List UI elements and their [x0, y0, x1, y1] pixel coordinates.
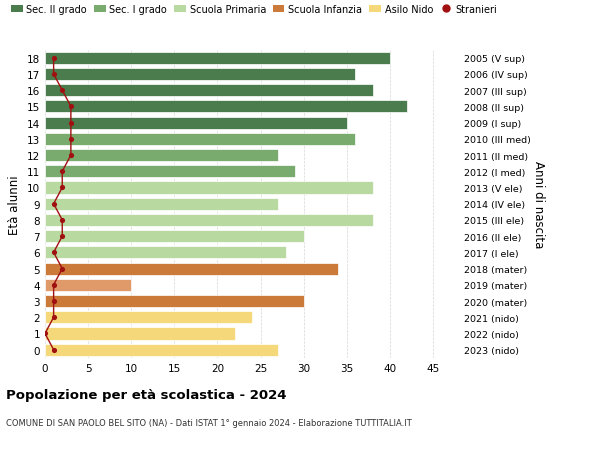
- Point: [49, 314, 58, 321]
- Bar: [45, 247, 286, 259]
- Point: [66, 152, 76, 159]
- Point: [49, 71, 58, 78]
- Y-axis label: Anni di nascita: Anni di nascita: [532, 161, 545, 248]
- Point: [49, 55, 58, 62]
- Bar: [45, 312, 252, 324]
- Bar: [45, 134, 355, 146]
- Bar: [45, 101, 407, 113]
- Bar: [45, 85, 373, 97]
- Legend: Sec. II grado, Sec. I grado, Scuola Primaria, Scuola Infanzia, Asilo Nido, Stran: Sec. II grado, Sec. I grado, Scuola Prim…: [11, 5, 497, 15]
- Point: [58, 217, 67, 224]
- Bar: [45, 344, 278, 356]
- Bar: [45, 214, 373, 226]
- Point: [49, 201, 58, 208]
- Text: COMUNE DI SAN PAOLO BEL SITO (NA) - Dati ISTAT 1° gennaio 2024 - Elaborazione TU: COMUNE DI SAN PAOLO BEL SITO (NA) - Dati…: [6, 418, 412, 427]
- Point: [40, 330, 50, 337]
- Point: [58, 87, 67, 95]
- Point: [49, 298, 58, 305]
- Bar: [45, 230, 304, 243]
- Bar: [45, 182, 373, 194]
- Bar: [45, 279, 131, 291]
- Bar: [45, 117, 347, 129]
- Point: [58, 265, 67, 273]
- Bar: [45, 150, 278, 162]
- Bar: [45, 263, 338, 275]
- Point: [49, 346, 58, 353]
- Bar: [45, 69, 355, 81]
- Bar: [45, 198, 278, 210]
- Text: Popolazione per età scolastica - 2024: Popolazione per età scolastica - 2024: [6, 388, 287, 401]
- Point: [49, 281, 58, 289]
- Bar: [45, 52, 390, 65]
- Bar: [45, 295, 304, 308]
- Point: [66, 103, 76, 111]
- Point: [58, 233, 67, 241]
- Point: [58, 168, 67, 175]
- Point: [66, 136, 76, 143]
- Point: [49, 249, 58, 257]
- Bar: [45, 328, 235, 340]
- Point: [66, 120, 76, 127]
- Y-axis label: Età alunni: Età alunni: [8, 174, 22, 234]
- Point: [58, 185, 67, 192]
- Bar: [45, 166, 295, 178]
